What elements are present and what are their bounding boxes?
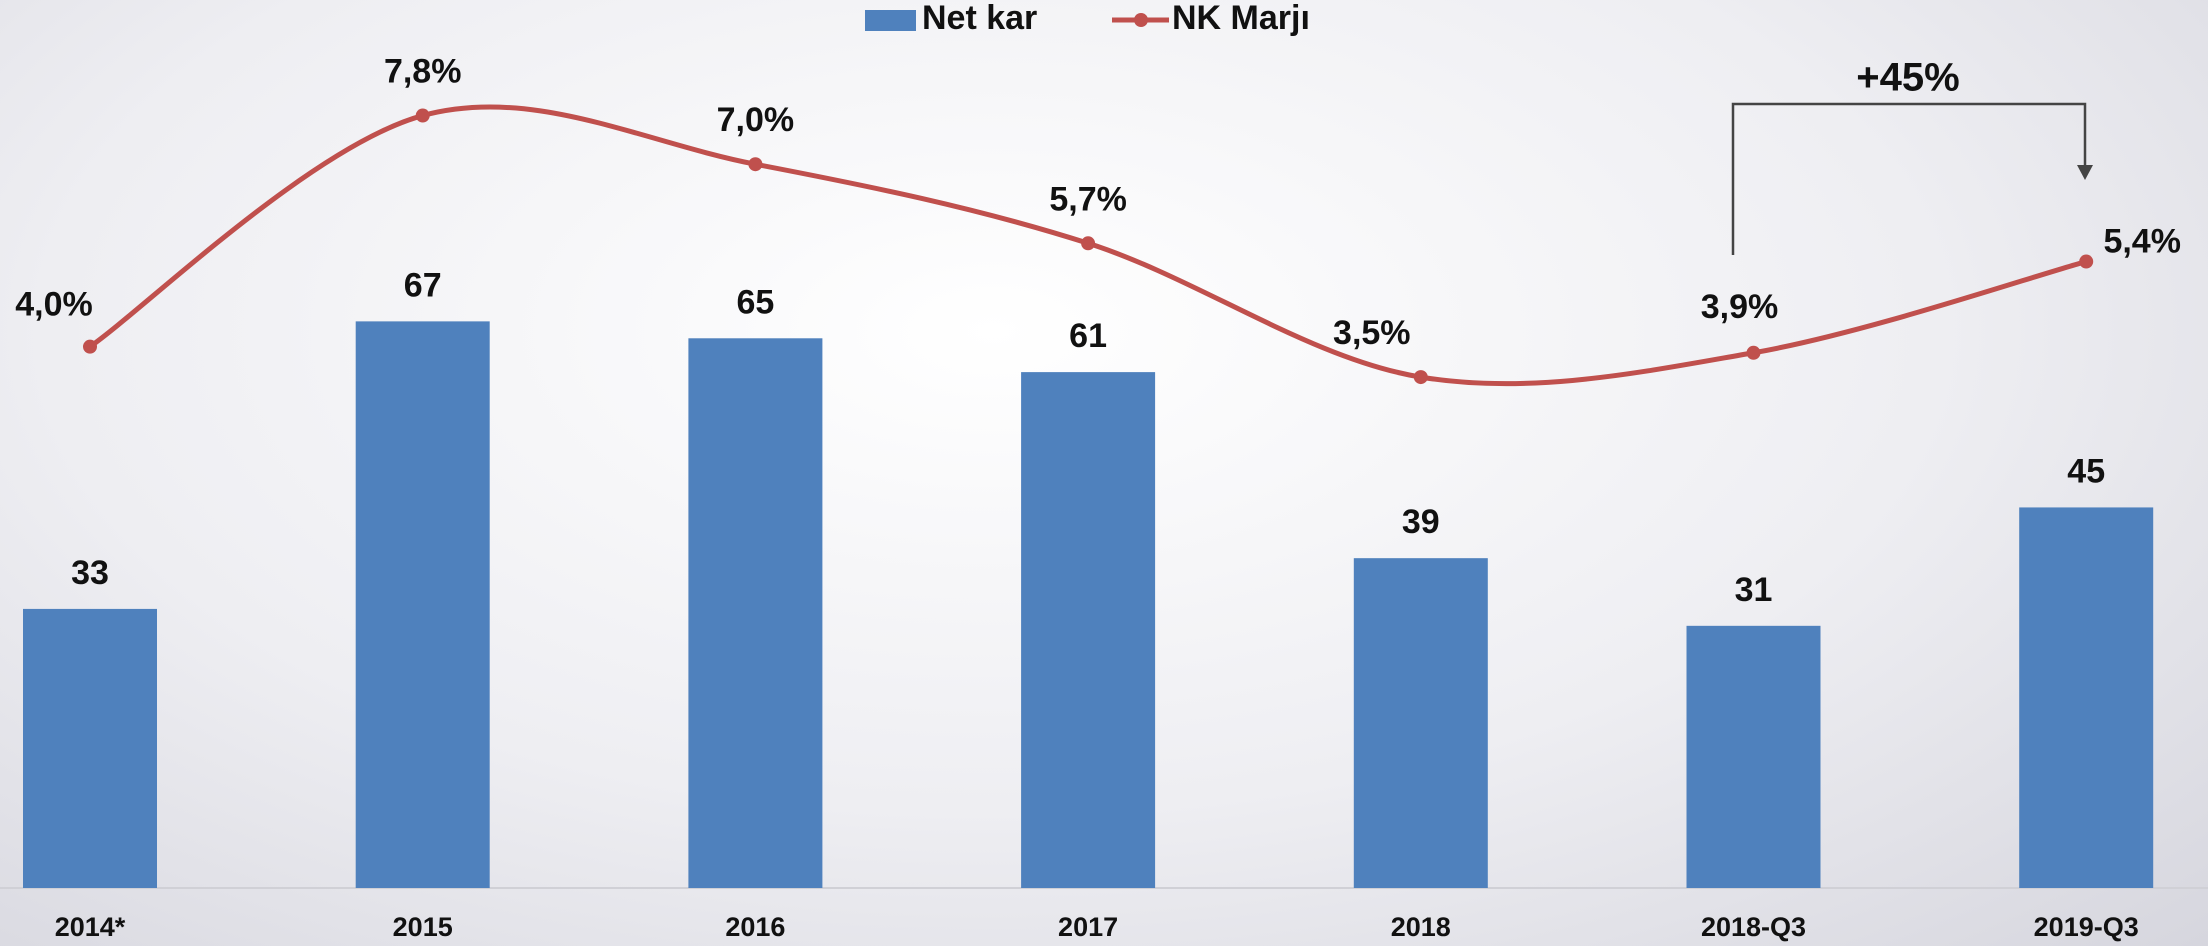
bar-label: 39 xyxy=(1402,503,1440,541)
bar xyxy=(1021,372,1156,889)
legend-label: Net kar xyxy=(922,0,1037,37)
x-tick-label: 2016 xyxy=(725,912,785,942)
annotation-arrow xyxy=(2077,165,2093,180)
x-tick-label: 2019-Q3 xyxy=(2034,912,2139,942)
line-point xyxy=(1413,370,1428,385)
bar xyxy=(1686,625,1821,888)
x-tick-label: 2017 xyxy=(1058,912,1118,942)
line-label: 3,9% xyxy=(1701,288,1779,326)
bar-label: 61 xyxy=(1069,317,1107,355)
bar-label: 67 xyxy=(404,266,442,304)
bar-label: 33 xyxy=(71,554,109,592)
bar-label: 65 xyxy=(736,283,774,321)
legend-dot xyxy=(1134,13,1148,27)
line-label: 3,5% xyxy=(1333,314,1411,352)
x-tick-label: 2014* xyxy=(55,912,126,942)
bar xyxy=(355,321,490,888)
bar xyxy=(1353,558,1488,888)
line-point xyxy=(1746,345,1761,360)
legend-swatch-bar xyxy=(865,10,916,31)
annotation-bracket xyxy=(1731,102,2087,255)
line-label: 4,0% xyxy=(15,286,93,324)
line-point xyxy=(83,339,97,354)
line-point xyxy=(1081,236,1096,251)
line-point xyxy=(748,157,763,172)
line-label: 7,8% xyxy=(384,53,462,91)
line-point xyxy=(2079,254,2094,269)
line-label: 7,0% xyxy=(717,101,795,139)
x-tick-label: 2018-Q3 xyxy=(1701,912,1806,942)
line-label: 5,4% xyxy=(2103,223,2181,261)
bar xyxy=(688,338,823,888)
x-tick-label: 2015 xyxy=(393,912,453,942)
bar-label: 45 xyxy=(2067,452,2105,490)
x-tick-label: 2018 xyxy=(1391,912,1451,942)
bar-label: 31 xyxy=(1735,571,1773,609)
bar xyxy=(2019,507,2154,888)
legend-label: NK Marjı xyxy=(1172,0,1310,37)
annotation: +45% xyxy=(1856,56,1959,100)
line-label: 5,7% xyxy=(1049,180,1127,218)
bar xyxy=(23,608,157,888)
line-point xyxy=(415,108,430,123)
